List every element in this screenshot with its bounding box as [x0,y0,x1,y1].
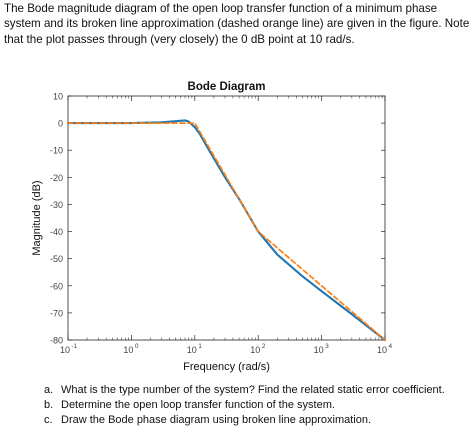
question-list: a. What is the type number of the system?… [44,383,472,428]
y-tick-label: 10 [53,92,63,102]
y-tick-label: -40 [50,227,63,237]
y-axis-ticks: 10 0 -10 -20 -30 -40 -50 -60 -70 -80 [50,92,385,346]
x-tick-label-exponent: 3 [325,343,329,350]
bode-magnitude-chart: Bode Diagram Magnitude (dB) Frequency (r… [31,81,393,373]
y-axis-label: Magnitude (dB) [31,180,43,255]
question-item: b. Determine the open loop transfer funct… [44,398,472,413]
chart-title: Bode Diagram [188,81,266,93]
question-label: b. [44,399,54,411]
question-text: What is the type number of the system? F… [61,384,445,396]
problem-statement: The Bode magnitude diagram of the open l… [4,2,470,46]
x-tick-label-exponent: 1 [198,343,202,350]
magnitude-curve [66,119,387,342]
x-tick-label: 10 [123,345,133,355]
y-tick-label: -80 [50,336,63,346]
y-tick-label: -50 [50,254,63,264]
y-tick-label: -30 [50,200,63,210]
x-tick-label-exponent: 0 [135,343,139,350]
x-tick-label: 10 [187,345,197,355]
x-tick-label: 10 [60,345,70,355]
question-text: Determine the open loop transfer functio… [61,399,335,411]
y-tick-label: 0 [58,119,63,129]
broken-line-approximation [67,122,386,341]
x-tick-label: 10 [314,345,324,355]
x-tick-label: 10 [377,345,387,355]
x-tick-label: 10 [250,345,260,355]
question-item: c. Draw the Bode phase diagram using brok… [44,413,472,428]
question-item: a. What is the type number of the system?… [44,383,472,398]
y-tick-label: -10 [50,146,63,156]
x-tick-label-exponent: 2 [262,343,266,350]
x-axis-label: Frequency (rad/s) [183,361,270,373]
question-label: a. [44,384,54,396]
x-tick-label-exponent: -1 [72,343,78,350]
question-label: c. [44,414,53,426]
y-tick-label: -70 [50,308,63,318]
y-tick-label: -60 [50,281,63,291]
series-layer [66,119,387,342]
x-tick-label-exponent: 4 [389,343,393,350]
question-text: Draw the Bode phase diagram using broken… [61,414,372,426]
y-tick-label: -20 [50,173,63,183]
